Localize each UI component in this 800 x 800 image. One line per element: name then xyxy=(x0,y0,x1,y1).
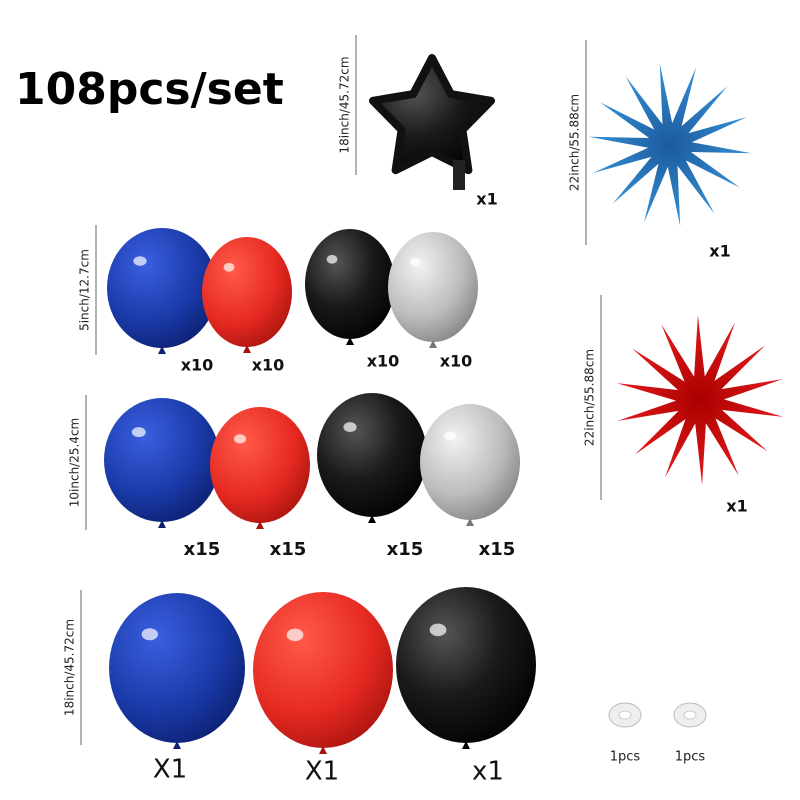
starburst xyxy=(588,63,752,227)
balloon-highlight xyxy=(326,254,338,264)
count-label: x1 xyxy=(476,190,497,209)
balloon xyxy=(420,404,520,520)
balloon-knot xyxy=(158,520,166,528)
glue-dot-hole xyxy=(618,710,632,720)
balloon-highlight xyxy=(131,427,146,438)
balloon-knot xyxy=(466,518,474,526)
balloon-highlight xyxy=(444,431,456,441)
count-label: X1 xyxy=(153,755,187,785)
star-balloon xyxy=(369,54,495,175)
count-label: x1 xyxy=(472,757,504,787)
balloon xyxy=(253,592,393,748)
balloon-highlight xyxy=(141,628,158,641)
size-label: 22inch/55.88cm xyxy=(568,94,582,191)
balloon-highlight xyxy=(343,422,357,433)
count-label: x10 xyxy=(181,356,214,375)
balloon-highlight xyxy=(409,257,421,267)
size-label: 18inch/45.72cm xyxy=(338,56,352,153)
count-label: x15 xyxy=(184,539,221,560)
balloon-highlight xyxy=(234,434,246,444)
balloon xyxy=(305,229,395,339)
count-label: x10 xyxy=(440,352,473,371)
size-label: 10inch/25.4cm xyxy=(68,418,82,507)
count-label: x15 xyxy=(387,539,424,560)
count-label: x1 xyxy=(726,497,747,516)
count-label: x10 xyxy=(367,352,400,371)
balloon-knot xyxy=(429,340,437,348)
balloon xyxy=(210,407,310,523)
star-valve xyxy=(453,160,465,190)
balloon-knot xyxy=(243,345,251,353)
balloon xyxy=(202,237,292,347)
size-label: 18inch/45.72cm xyxy=(63,619,77,716)
title: 108pcs/set xyxy=(15,64,284,115)
balloon-highlight xyxy=(133,256,147,266)
size-label: 22inch/55.88cm xyxy=(583,349,597,446)
balloon-highlight xyxy=(429,623,447,637)
balloon xyxy=(388,232,478,342)
balloon-highlight xyxy=(223,262,235,272)
count-label: x15 xyxy=(270,539,307,560)
size-label: 5inch/12.7cm xyxy=(78,249,92,331)
balloon-knot xyxy=(462,741,470,749)
count-label: x10 xyxy=(252,356,285,375)
balloon-knot xyxy=(173,741,181,749)
balloon-knot xyxy=(319,746,327,754)
balloon xyxy=(396,587,536,743)
balloon xyxy=(109,593,245,743)
count-label: x1 xyxy=(709,242,730,261)
balloon xyxy=(317,393,427,517)
count-label: x15 xyxy=(479,539,516,560)
balloon-knot xyxy=(256,521,264,529)
glue-dot-hole xyxy=(683,710,697,720)
balloon-knot xyxy=(346,337,354,345)
accessory-label: 1pcs xyxy=(610,750,641,765)
starburst xyxy=(616,315,784,485)
balloon-highlight xyxy=(286,628,304,642)
count-label: X1 xyxy=(305,757,339,787)
balloon xyxy=(104,398,220,522)
balloon xyxy=(107,228,217,348)
accessory-label: 1pcs xyxy=(675,750,706,765)
balloon-knot xyxy=(368,515,376,523)
balloon-knot xyxy=(158,346,166,354)
